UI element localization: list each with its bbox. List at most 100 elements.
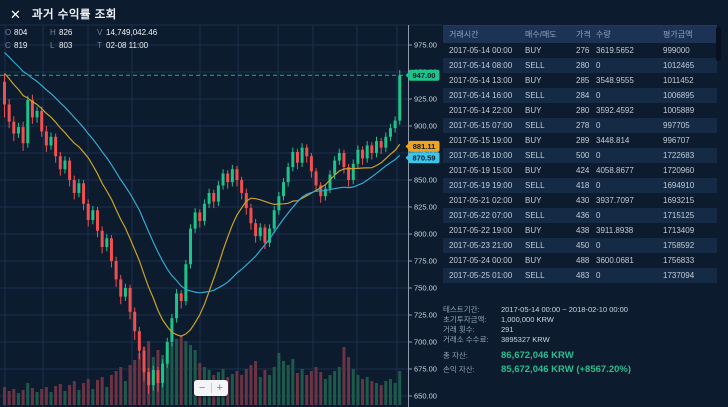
trade-side: SELL [525,61,545,70]
table-cell: 2017-05-15 07:00 [449,121,513,130]
table-cell: 999000 [663,46,690,55]
column-header: 가격 [576,25,596,43]
close-icon[interactable]: ✕ [10,6,21,22]
table-cell: 2017-05-15 19:00 [449,136,513,145]
zoom-in-button[interactable]: + [212,381,229,395]
ohlc-legend: O 804 H 826 V 14,749,042.46 C 819 L 803 T 02-08 11:… [5,26,157,52]
table-cell: 1012465 [663,61,695,70]
table-cell: 1720960 [663,166,695,175]
backtest-summary: 테스트기간: 2017-05-14 00:00 ~ 2018-02-10 00:0… [443,305,725,377]
svg-text:870.59: 870.59 [413,154,436,163]
trade-side: SELL [525,211,545,220]
summary-row: 테스트기간: 2017-05-14 00:00 ~ 2018-02-10 00:0… [443,305,628,314]
axis-tick-label: 800.00 [414,230,437,239]
zoom-out-button[interactable]: − [194,381,211,395]
table-row[interactable]: 2017-05-14 13:00 BUY 285 3548.9555 1011452 [443,73,717,88]
table-row[interactable]: 2017-05-21 02:00 BUY 430 3937.7097 1693215 [443,193,717,208]
candles-layer [3,69,402,394]
axis-tick-label: 975.00 [414,41,437,50]
table-cell: 3592.4592 [596,106,634,115]
summary-row: 총 자산: 86,672,046 KRW [443,350,574,361]
ohlc-legend-row: C 819 L 803 T 02-08 11:00 [5,41,149,50]
table-cell: 284 [576,91,590,100]
table-cell: 2017-05-14 22:00 [449,106,513,115]
window-header: ✕ 과거 수익률 조회 [10,6,117,22]
table-row[interactable]: 2017-05-19 15:00 BUY 424 4058.8677 1720960 [443,163,717,178]
table-cell: 0 [596,91,601,100]
table-cell: 285 [576,76,590,85]
summary-row: 손익 자산: 85,672,046 KRW (+8567.20%) [443,364,632,375]
trade-side: BUY [525,106,542,115]
column-header: 매수/매도 [525,25,576,43]
table-row[interactable]: 2017-05-14 16:00 SELL 284 0 1006895 [443,88,717,103]
table-cell: 3448.814 [596,136,630,145]
table-scrollbar-thumb[interactable] [716,27,721,61]
table-row[interactable]: 2017-05-14 22:00 BUY 280 3592.4592 1005889 [443,103,717,118]
table-cell: 430 [576,196,590,205]
table-cell: 424 [576,166,590,175]
table-cell: 997705 [663,121,690,130]
trade-side: SELL [525,121,545,130]
table-cell: 1713409 [663,226,695,235]
table-cell: 2017-05-14 16:00 [449,91,513,100]
summary-row: 초기투자금액: 1,000,000 KRW [443,315,554,324]
table-cell: 280 [576,61,590,70]
table-row[interactable]: 2017-05-18 10:00 SELL 500 0 1722683 [443,148,717,163]
axis-tick-label: 825.00 [414,203,437,212]
table-row[interactable]: 2017-05-15 07:00 SELL 278 0 997705 [443,118,717,133]
trades-table: 거래시간 매수/매도 가격 수량 평가금액 2017-05-14 00:00 BUY 276… [443,25,717,283]
table-cell: 2017-05-22 07:00 [449,211,513,220]
table-row[interactable]: 2017-05-19 19:00 SELL 418 0 1694910 [443,178,717,193]
table-cell: 2017-05-14 13:00 [449,76,513,85]
table-cell: 3937.7097 [596,196,634,205]
table-cell: 3619.5652 [596,46,634,55]
table-cell: 1715125 [663,211,695,220]
table-row[interactable]: 2017-05-22 19:00 BUY 438 3911.8938 1713409 [443,223,717,238]
table-cell: 0 [596,211,601,220]
table-row[interactable]: 2017-05-23 21:00 SELL 450 0 1758592 [443,238,717,253]
table-cell: 500 [576,151,590,160]
table-cell: 2017-05-19 15:00 [449,166,513,175]
table-row[interactable]: 2017-05-14 08:00 SELL 280 0 1012465 [443,58,717,73]
ohlc-legend-row: O 804 H 826 V 14,749,042.46 [5,28,158,37]
table-cell: 418 [576,181,590,190]
axis-tick-label: 675.00 [414,365,437,374]
table-cell: 2017-05-23 21:00 [449,241,513,250]
candlestick-chart[interactable]: 975.00950.00925.00900.00875.00850.00825.… [0,0,442,407]
trade-side: BUY [525,136,542,145]
summary-row: 거래 횟수: 291 [443,325,514,334]
svg-text:881.11: 881.11 [413,142,436,151]
table-cell: 436 [576,211,590,220]
trade-side: SELL [525,271,545,280]
table-cell: 483 [576,271,590,280]
column-header: 평가금액 [663,25,717,43]
table-row[interactable]: 2017-05-15 19:00 BUY 289 3448.814 996707 [443,133,717,148]
table-cell: 1722683 [663,151,695,160]
table-cell: 2017-05-19 19:00 [449,181,513,190]
table-cell: 0 [596,151,601,160]
last-price-badge: 947.00 [405,69,440,81]
axis-tick-label: 900.00 [414,122,437,131]
table-cell: 3911.8938 [596,226,634,235]
trade-side: BUY [525,166,542,175]
trade-side: SELL [525,151,545,160]
zoom-control: − + [194,380,228,396]
trade-side: BUY [525,76,542,85]
table-row[interactable]: 2017-05-25 01:00 SELL 483 0 1737094 [443,268,717,283]
table-cell: 1737094 [663,271,695,280]
table-row[interactable]: 2017-05-22 07:00 SELL 436 0 1715125 [443,208,717,223]
table-cell: 2017-05-14 08:00 [449,61,513,70]
table-cell: 2017-05-25 01:00 [449,271,513,280]
trades-table-header: 거래시간 매수/매도 가격 수량 평가금액 [443,25,717,43]
ma-fast-badge: 881.11 [405,140,440,152]
table-cell: 1005889 [663,106,695,115]
grid-layer [0,24,442,407]
trade-side: BUY [525,46,542,55]
table-row[interactable]: 2017-05-24 00:00 BUY 488 3600.0681 1756833 [443,253,717,268]
table-cell: 2017-05-21 02:00 [449,196,513,205]
zoom-control-divider [210,383,212,393]
table-cell: 0 [596,271,601,280]
table-row[interactable]: 2017-05-14 00:00 BUY 276 3619.5652 999000 [443,43,717,58]
trade-side: BUY [525,256,542,265]
table-cell: 996707 [663,136,690,145]
